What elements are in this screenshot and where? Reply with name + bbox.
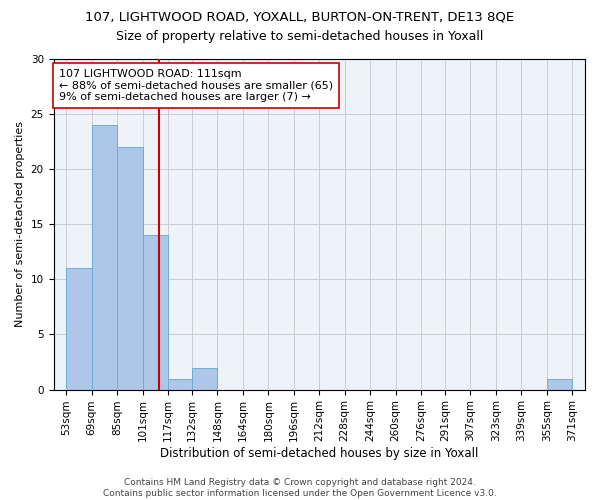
Bar xyxy=(117,147,143,390)
Bar xyxy=(192,368,217,390)
Bar xyxy=(168,378,194,390)
X-axis label: Distribution of semi-detached houses by size in Yoxall: Distribution of semi-detached houses by … xyxy=(160,447,478,460)
Bar xyxy=(143,236,168,390)
Y-axis label: Number of semi-detached properties: Number of semi-detached properties xyxy=(15,122,25,328)
Text: 107, LIGHTWOOD ROAD, YOXALL, BURTON-ON-TRENT, DE13 8QE: 107, LIGHTWOOD ROAD, YOXALL, BURTON-ON-T… xyxy=(85,10,515,23)
Text: Contains HM Land Registry data © Crown copyright and database right 2024.
Contai: Contains HM Land Registry data © Crown c… xyxy=(103,478,497,498)
Text: 107 LIGHTWOOD ROAD: 111sqm
← 88% of semi-detached houses are smaller (65)
9% of : 107 LIGHTWOOD ROAD: 111sqm ← 88% of semi… xyxy=(59,69,333,102)
Text: Size of property relative to semi-detached houses in Yoxall: Size of property relative to semi-detach… xyxy=(116,30,484,43)
Bar xyxy=(92,125,117,390)
Bar xyxy=(66,268,92,390)
Bar xyxy=(547,378,572,390)
